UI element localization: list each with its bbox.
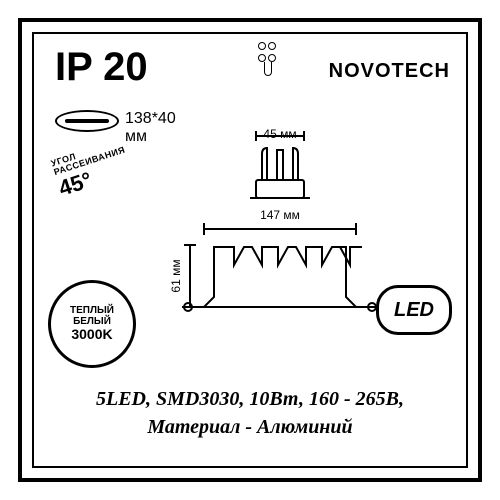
spec-line-2: Материал - Алюминий [0,416,500,439]
ip-rating: IP 20 [55,45,148,90]
dim-top-width: 45 мм [263,127,296,141]
cutout-icon [55,110,119,132]
cutout-dimension: 138*40 мм [55,110,119,132]
cutout-value: 138*40 мм [125,110,176,146]
led-badge-text: LED [394,299,434,322]
dim-height: 61 мм [170,259,183,292]
brand-logo-icon [258,42,280,64]
fixture-diagram: 45 мм [170,125,390,345]
brand-name: NOVOTECH [329,60,450,83]
spec-sheet: IP 20 NOVOTECH 138*40 мм УГОЛ РАССЕИВАНИ… [0,0,500,500]
dim-bottom-width: 147 мм [260,208,300,222]
color-temp-badge: ТЕПЛЫЙ БЕЛЫЙ 3000K [48,280,136,368]
spec-line-1: 5LED, SMD3030, 10Вт, 160 - 265В, [0,388,500,411]
color-temp-value: 3000K [71,327,112,342]
